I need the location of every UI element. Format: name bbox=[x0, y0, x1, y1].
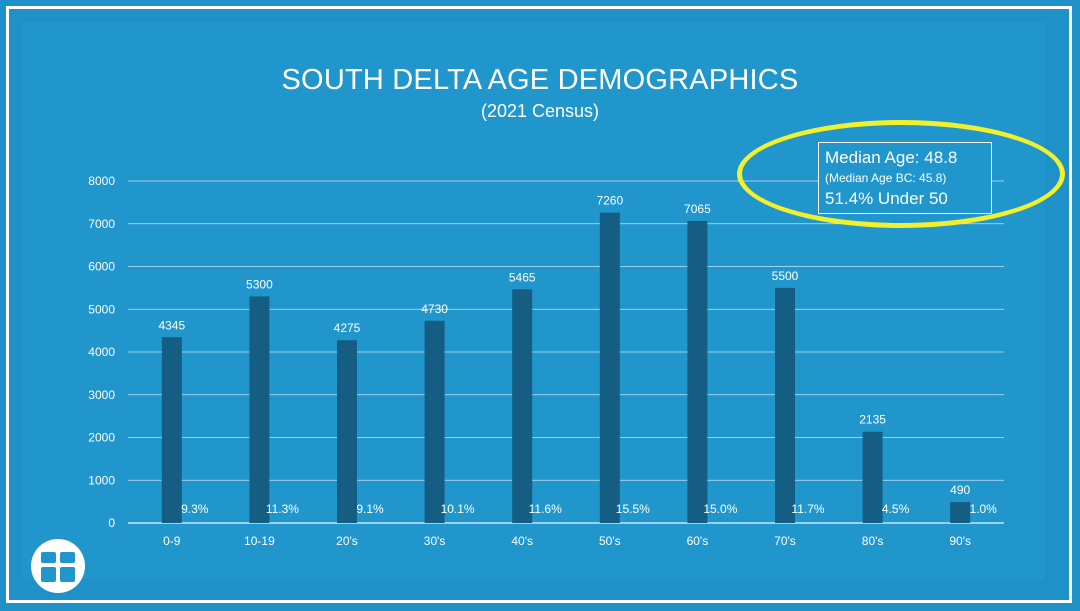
x-tick-label: 10-19 bbox=[244, 534, 275, 548]
x-tick-label: 20's bbox=[336, 534, 358, 548]
percent-label: 15.5% bbox=[616, 502, 650, 516]
median-age-text: Median Age: 48.8 bbox=[825, 148, 958, 167]
x-tick-label: 50's bbox=[599, 534, 621, 548]
highlight-oval bbox=[737, 120, 1065, 228]
percent-label: 9.1% bbox=[356, 502, 384, 516]
y-tick-label: 0 bbox=[108, 516, 115, 530]
value-label: 4345 bbox=[158, 318, 185, 332]
x-tick-label: 0-9 bbox=[163, 534, 181, 548]
bar bbox=[161, 337, 182, 523]
bar bbox=[687, 220, 708, 523]
bar bbox=[862, 431, 883, 523]
chart-subtitle: (2021 Census) bbox=[480, 101, 600, 121]
median-age-box: Median Age: 48.8 (Median Age BC: 45.8) 5… bbox=[818, 142, 992, 214]
percent-label: 1.0% bbox=[970, 502, 998, 516]
bar bbox=[599, 212, 620, 523]
x-tick-label: 60's bbox=[687, 534, 709, 548]
percent-label: 4.5% bbox=[882, 502, 910, 516]
bar bbox=[424, 320, 445, 523]
value-label: 5500 bbox=[772, 269, 799, 283]
x-tick-label: 90's bbox=[949, 534, 971, 548]
y-tick-label: 4000 bbox=[88, 345, 115, 359]
under-50-text: 51.4% Under 50 bbox=[825, 189, 948, 208]
bar bbox=[775, 287, 795, 523]
value-label: 5465 bbox=[509, 270, 536, 284]
percent-label: 10.1% bbox=[441, 502, 475, 516]
x-tick-label: 30's bbox=[424, 534, 446, 548]
y-tick-label: 6000 bbox=[88, 260, 115, 274]
percent-label: 11.3% bbox=[266, 502, 299, 516]
value-label: 5300 bbox=[246, 277, 273, 291]
bar bbox=[950, 502, 971, 523]
percent-label: 15.0% bbox=[703, 502, 737, 516]
percent-label: 11.6% bbox=[529, 502, 562, 516]
y-tick-label: 5000 bbox=[88, 302, 115, 316]
x-tick-label: 80's bbox=[862, 534, 884, 548]
y-tick-label: 7000 bbox=[88, 217, 115, 231]
chart-title: SOUTH DELTA AGE DEMOGRAPHICS bbox=[281, 64, 799, 96]
logo-icon bbox=[31, 539, 85, 593]
value-label: 4730 bbox=[421, 302, 448, 316]
y-tick-label: 1000 bbox=[88, 473, 115, 487]
y-tick-label: 8000 bbox=[88, 174, 115, 188]
percent-label: 11.7% bbox=[791, 502, 824, 516]
bar bbox=[512, 289, 533, 523]
value-label: 490 bbox=[950, 483, 970, 497]
value-label: 2135 bbox=[859, 413, 886, 427]
outer-frame bbox=[6, 6, 1072, 603]
value-label: 7065 bbox=[684, 202, 711, 216]
median-age-bc-text: (Median Age BC: 45.8) bbox=[825, 171, 947, 185]
percent-label: 9.3% bbox=[181, 502, 209, 516]
bar bbox=[337, 340, 357, 523]
value-label: 4275 bbox=[334, 321, 361, 335]
x-tick-label: 70's bbox=[774, 534, 796, 548]
bar bbox=[249, 296, 270, 523]
y-tick-label: 3000 bbox=[88, 388, 115, 402]
y-tick-label: 2000 bbox=[88, 431, 115, 445]
value-label: 7260 bbox=[596, 194, 623, 208]
x-tick-label: 40's bbox=[511, 534, 533, 548]
